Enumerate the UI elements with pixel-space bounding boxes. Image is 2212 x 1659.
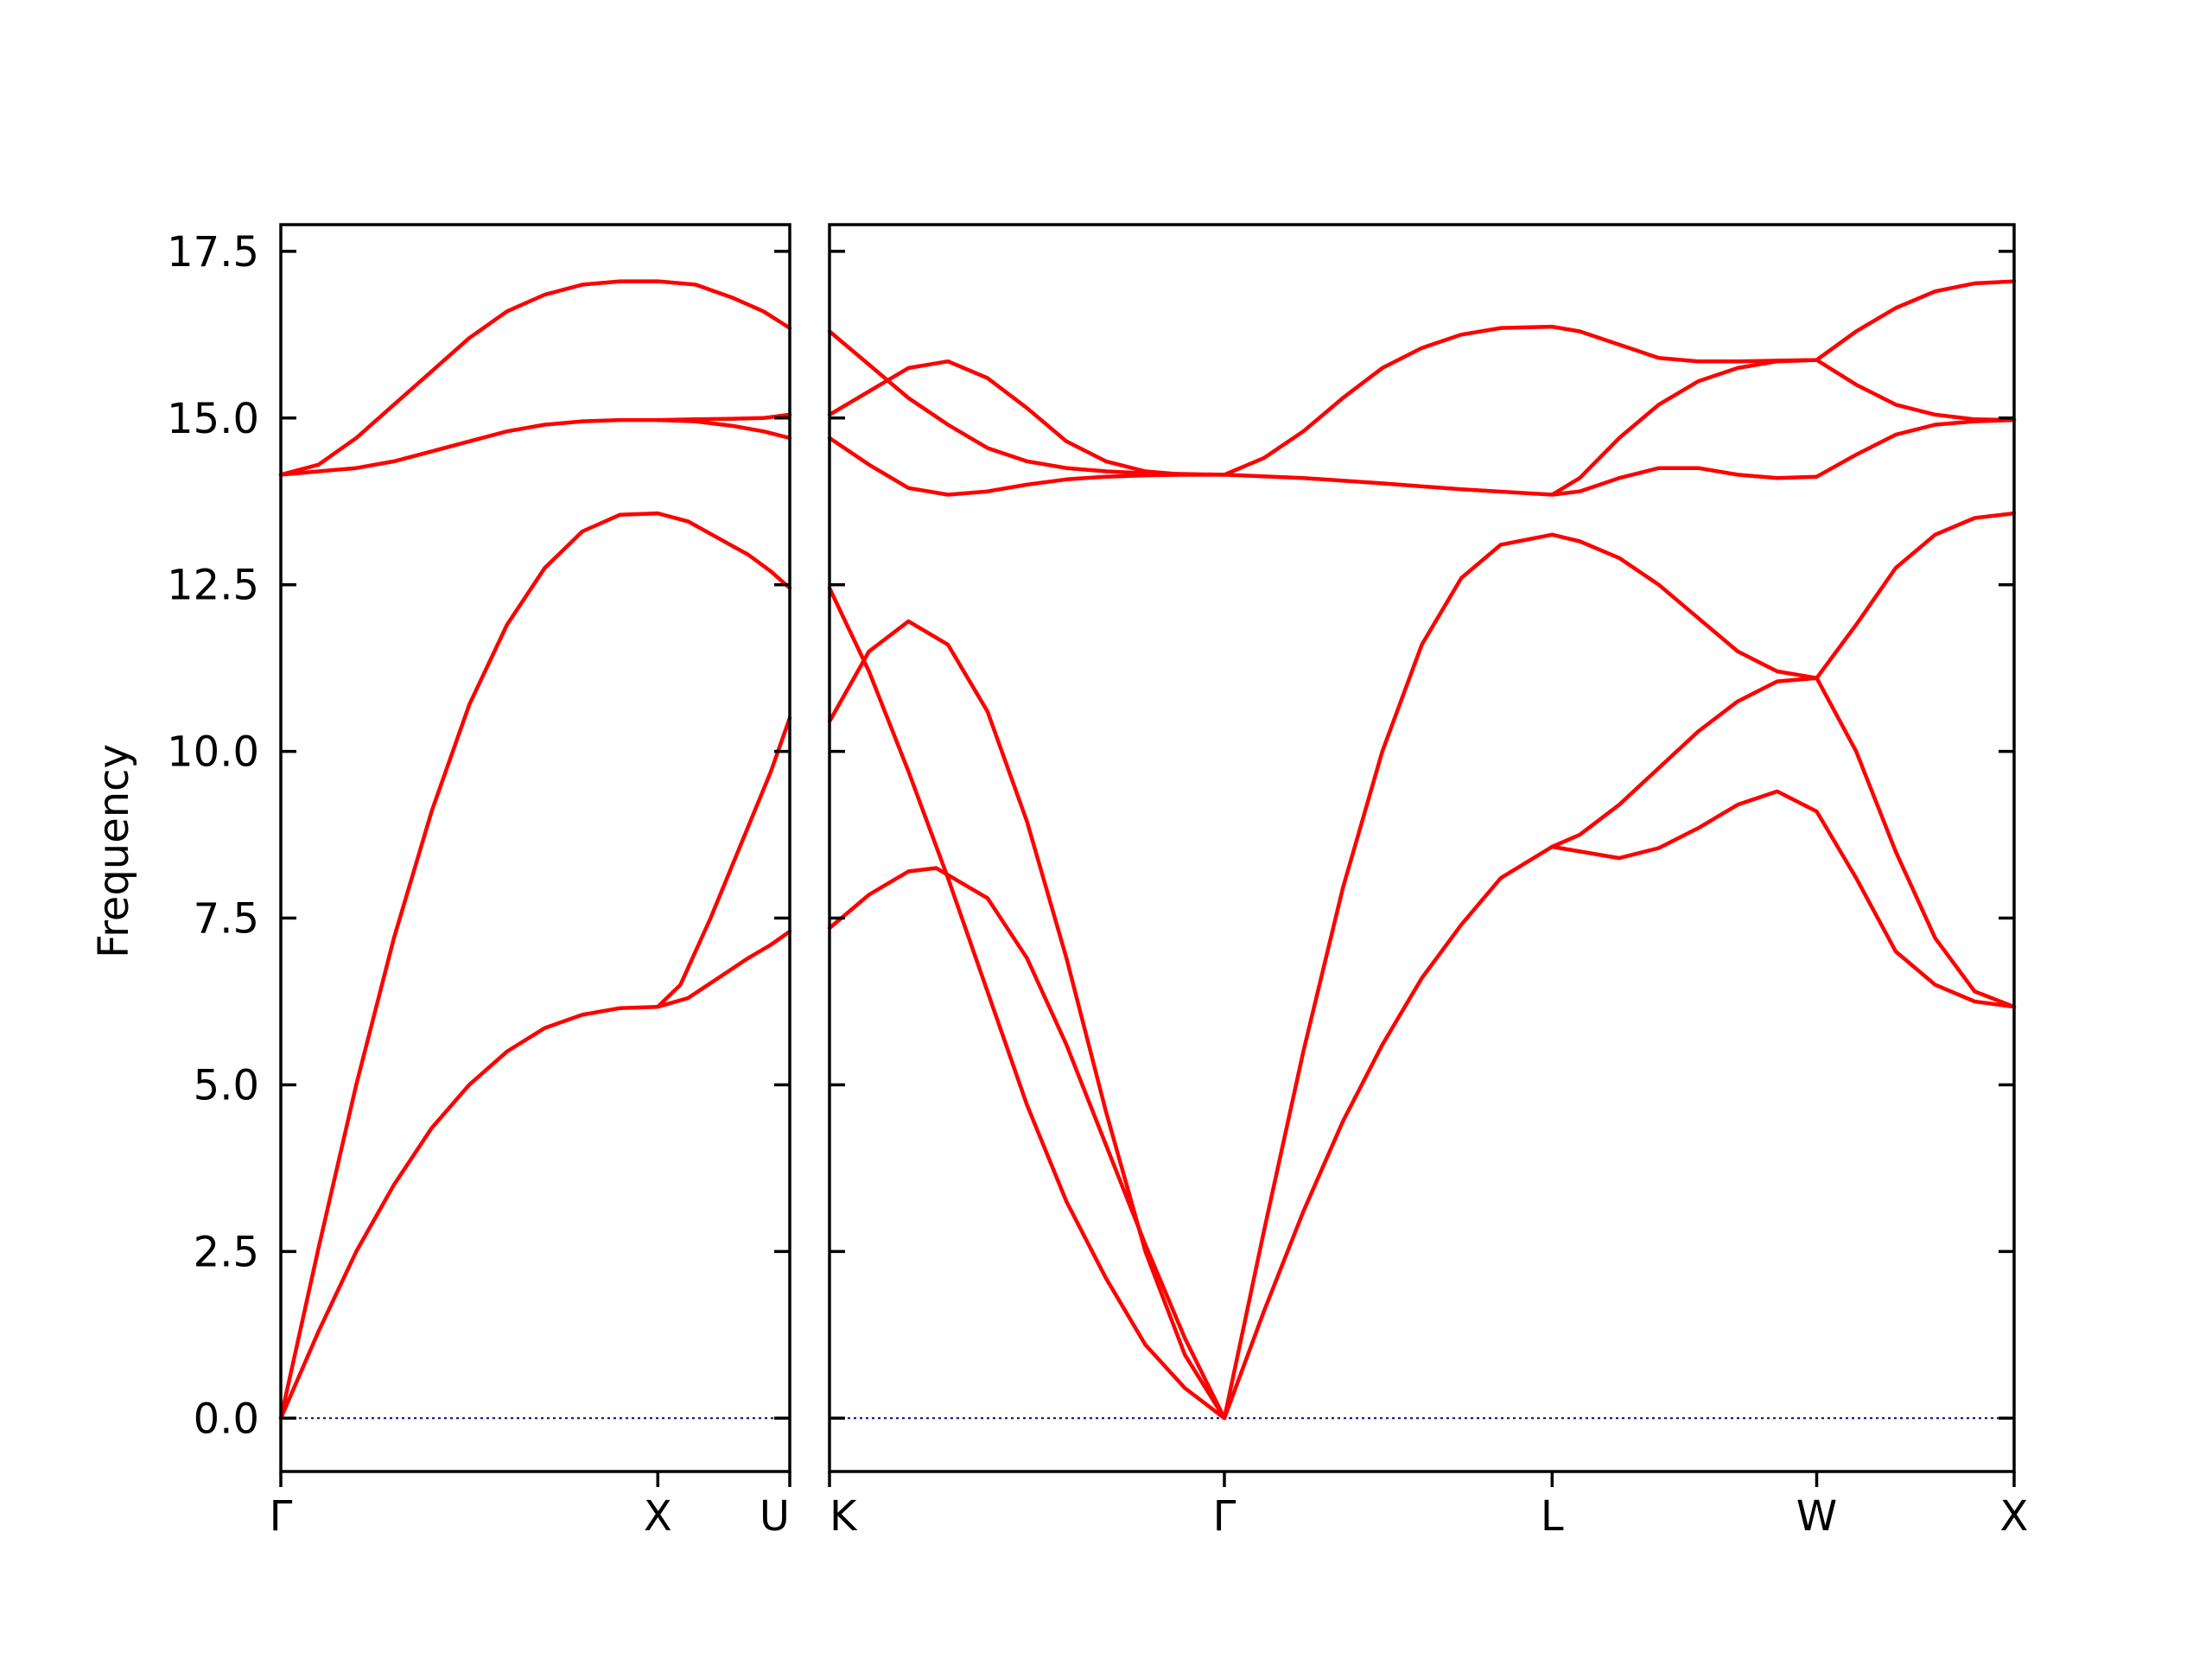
band-line: [1222, 324, 1554, 477]
x-tick-label: W: [1796, 1492, 1837, 1541]
band-line: [1550, 511, 2017, 680]
x-tick-label: Γ: [1213, 1492, 1236, 1541]
band-line: [827, 329, 1227, 477]
band-line: [278, 279, 660, 477]
plot-frame: [279, 223, 791, 1473]
band-line: [1550, 279, 2017, 364]
y-tick-label: 10.0: [167, 728, 259, 777]
y-tick-label: 5.0: [194, 1061, 259, 1109]
band-line: [656, 511, 792, 590]
y-tick-label: 7.5: [194, 895, 259, 944]
y-axis: 0.0 2.5 5.0 7.5 10.0 12.5 15.0 17.5: [167, 228, 259, 1443]
band-line: [1222, 532, 1554, 1421]
band-line: [1550, 789, 2017, 1009]
band-line: [827, 619, 1227, 1421]
band-line: [1222, 473, 1554, 497]
band-line: [656, 929, 792, 1009]
band-line: [1222, 844, 1554, 1421]
band-line: [278, 511, 660, 1421]
band-line: [656, 412, 792, 423]
band-line: [1550, 358, 2017, 497]
plot-frame: [828, 223, 2016, 1473]
x-tick-label: X: [2000, 1492, 2029, 1541]
band-line: [278, 1004, 660, 1421]
band-line: [1550, 417, 2017, 497]
y-tick-label: 0.0: [194, 1395, 259, 1443]
band-line: [827, 435, 1227, 497]
band-line: [827, 359, 1227, 477]
x-tick-label: K: [830, 1492, 858, 1541]
x-tick-label: Γ: [270, 1492, 293, 1541]
x-tick-label: L: [1541, 1492, 1564, 1541]
y-axis-label: Frequency: [90, 744, 138, 958]
band-line: [656, 279, 792, 330]
band-line: [656, 715, 792, 1009]
band-line: [656, 417, 792, 441]
y-tick-label: 12.5: [167, 562, 259, 610]
y-tick-label: 2.5: [194, 1228, 259, 1276]
x-tick-label: X: [644, 1492, 672, 1541]
band-line: [827, 586, 1227, 1421]
band-line: [827, 866, 1227, 1421]
x-tick-label: U: [760, 1492, 790, 1541]
y-tick-label: 17.5: [167, 228, 259, 276]
band-line: [1550, 676, 2017, 1009]
band-line: [278, 417, 660, 477]
y-tick-label: 15.0: [167, 395, 259, 443]
